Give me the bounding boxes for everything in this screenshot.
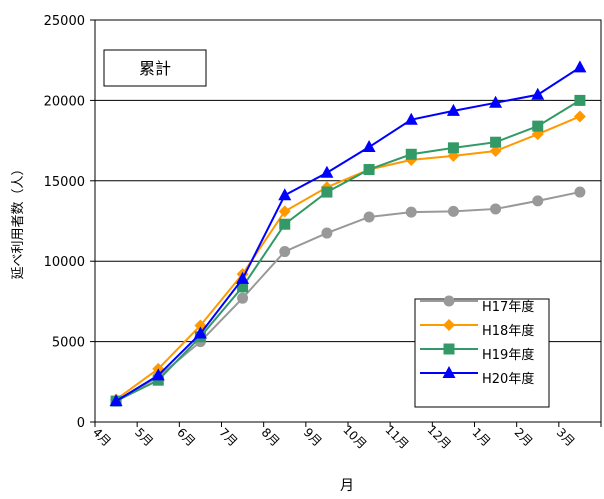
data-point bbox=[532, 120, 544, 132]
y-tick-label: 0 bbox=[77, 416, 85, 431]
data-point bbox=[362, 140, 376, 153]
data-point bbox=[151, 368, 165, 381]
data-point bbox=[573, 60, 587, 73]
data-point bbox=[237, 281, 249, 293]
x-tick-label: 7月 bbox=[216, 425, 240, 449]
series-lines bbox=[109, 60, 587, 407]
data-point bbox=[236, 271, 250, 284]
annotation-box: 累計 bbox=[103, 49, 207, 87]
data-point bbox=[363, 164, 375, 176]
data-point bbox=[573, 110, 586, 123]
annotation-label: 累計 bbox=[139, 59, 171, 78]
y-tick-label: 5000 bbox=[52, 336, 85, 351]
data-point bbox=[193, 326, 207, 339]
data-point bbox=[490, 136, 502, 148]
data-point bbox=[321, 227, 333, 239]
x-axis-label: 月 bbox=[340, 478, 354, 494]
legend-label: H19年度 bbox=[482, 347, 534, 363]
x-tick-label: 5月 bbox=[132, 425, 156, 449]
x-tick-label: 3月 bbox=[554, 425, 578, 449]
data-point bbox=[447, 205, 459, 217]
data-point bbox=[279, 246, 291, 258]
legend-label: H17年度 bbox=[482, 299, 534, 315]
series-line bbox=[115, 99, 581, 402]
y-tick-label: 15000 bbox=[44, 175, 85, 190]
y-tick-label: 10000 bbox=[44, 255, 85, 270]
data-point bbox=[489, 145, 502, 158]
data-point bbox=[443, 295, 455, 307]
x-tick-label: 2月 bbox=[512, 425, 536, 449]
x-tick-label: 11月 bbox=[382, 423, 411, 452]
data-point bbox=[109, 394, 123, 407]
x-tick-label: 1月 bbox=[469, 425, 493, 449]
data-point bbox=[405, 148, 417, 160]
x-tick-label: 12月 bbox=[425, 423, 454, 452]
series-line bbox=[115, 115, 581, 401]
data-point bbox=[279, 218, 291, 230]
data-point bbox=[442, 366, 456, 378]
series-line bbox=[115, 191, 581, 402]
series-line bbox=[115, 66, 581, 402]
data-point bbox=[404, 112, 418, 125]
data-point bbox=[278, 205, 291, 218]
data-point bbox=[574, 186, 586, 198]
data-point bbox=[574, 94, 586, 106]
data-point bbox=[443, 343, 455, 355]
series-group bbox=[109, 60, 587, 407]
data-point bbox=[532, 195, 544, 207]
data-point bbox=[363, 211, 375, 223]
data-point bbox=[490, 203, 502, 215]
data-point bbox=[321, 186, 333, 198]
legend-label: H18年度 bbox=[482, 323, 534, 339]
x-tick-label: 8月 bbox=[259, 425, 283, 449]
legend: H17年度 H18年度 H19年度 H20年度 bbox=[414, 295, 550, 408]
data-point bbox=[531, 87, 545, 100]
data-point bbox=[446, 103, 460, 116]
data-point bbox=[405, 206, 417, 218]
y-tick-label: 25000 bbox=[44, 14, 85, 29]
series-group bbox=[110, 186, 586, 407]
data-point bbox=[489, 95, 503, 108]
legend-label: H20年度 bbox=[482, 371, 534, 387]
y-tick-label: 20000 bbox=[44, 94, 85, 109]
x-tick-label: 4月 bbox=[90, 425, 114, 449]
data-point bbox=[320, 165, 334, 178]
x-tick-label: 9月 bbox=[301, 425, 325, 449]
data-point bbox=[447, 142, 459, 154]
y-axis-label: 延べ利用者数（人） bbox=[11, 162, 26, 279]
data-point bbox=[443, 319, 455, 331]
x-tick-label: 6月 bbox=[174, 425, 198, 449]
data-point bbox=[237, 292, 249, 304]
data-point bbox=[278, 188, 292, 201]
x-tick-label: 10月 bbox=[340, 423, 369, 452]
